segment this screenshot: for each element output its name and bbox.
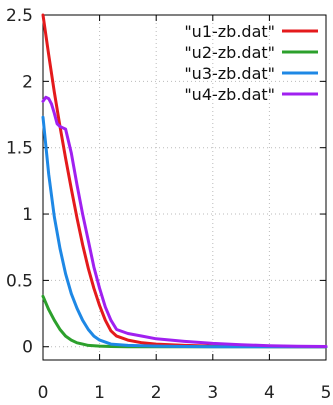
- x-tick-label: 5: [321, 383, 332, 403]
- series-line-2: [41, 294, 328, 349]
- grid: [43, 15, 326, 360]
- x-tick-label: 1: [94, 383, 105, 403]
- legend-label: "u1-zb.dat": [184, 22, 275, 41]
- y-tick-label: 1: [22, 205, 33, 225]
- y-tick-label: 1.5: [6, 139, 33, 159]
- y-tick-label: 2.5: [6, 6, 33, 26]
- legend-label: "u3-zb.dat": [184, 64, 275, 83]
- x-tick-label: 4: [264, 383, 275, 403]
- legend-label: "u4-zb.dat": [184, 85, 275, 104]
- series-lines: [41, 13, 328, 349]
- x-tick-label: 3: [207, 383, 218, 403]
- series-line-3: [41, 115, 328, 349]
- legend-label: "u2-zb.dat": [184, 43, 275, 62]
- y-tick-label: 2: [22, 72, 33, 92]
- y-tick-label: 0.5: [6, 271, 33, 291]
- legend: "u1-zb.dat" "u2-zb.dat" "u3-zb.dat" "u4-zb.…: [184, 22, 318, 104]
- axes: 0 1 2 3 4 5 0 0.5 1 1.5 2 2.5: [6, 6, 331, 403]
- x-tick-label: 2: [151, 383, 162, 403]
- series-line-4: [41, 95, 328, 348]
- y-tick-label: 0: [22, 338, 33, 358]
- x-tick-label: 0: [38, 383, 49, 403]
- plot-frame: [42, 14, 327, 361]
